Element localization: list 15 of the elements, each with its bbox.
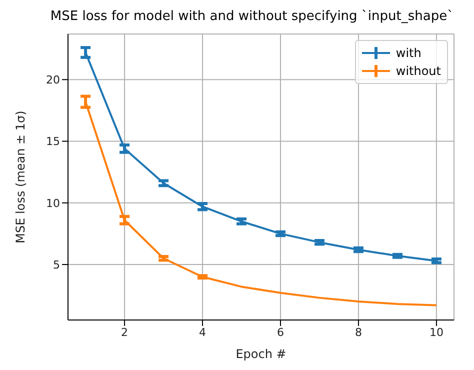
y-tick-label: 15 — [46, 135, 60, 148]
y-axis-title: MSE loss (mean ± 1σ) — [13, 110, 28, 244]
line-series — [84, 100, 438, 306]
legend-label: without — [396, 64, 441, 78]
y-tick-label: 5 — [53, 258, 60, 272]
x-tick-label: 10 — [429, 326, 444, 339]
y-tick-label: 20 — [46, 74, 60, 87]
x-tick-label: 4 — [199, 326, 206, 339]
x-tick-label: 8 — [354, 326, 362, 339]
chart-title: MSE loss for model with and without specifying `input_shape` — [49, 8, 455, 26]
y-tick-label: 10 — [46, 196, 60, 210]
x-tick-label: 6 — [276, 326, 284, 339]
x-tick-label: 2 — [121, 326, 128, 339]
legend-label: with — [396, 46, 422, 60]
x-axis-title: Epoch # — [236, 347, 286, 361]
